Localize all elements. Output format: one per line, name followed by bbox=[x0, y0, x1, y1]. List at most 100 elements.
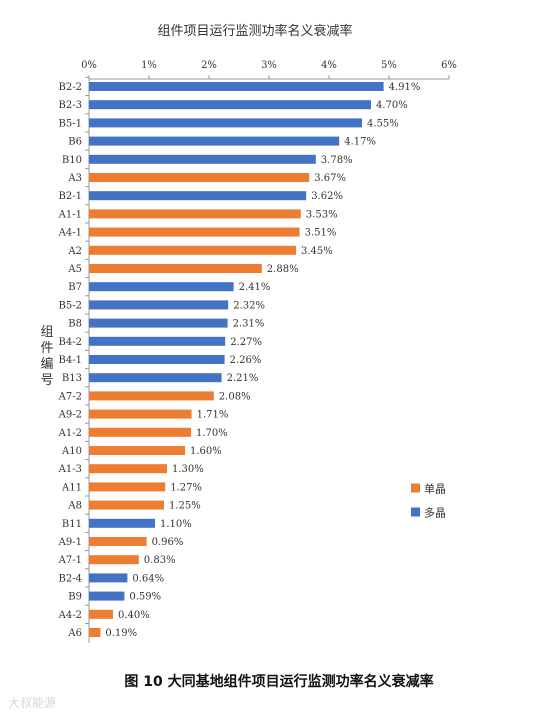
value-label: 2.26% bbox=[230, 355, 262, 366]
value-label: 4.91% bbox=[389, 82, 421, 93]
category-label: A10 bbox=[61, 446, 82, 457]
value-label: 1.70% bbox=[196, 428, 228, 439]
x-tick-label: 1% bbox=[141, 60, 157, 71]
bar-B11 bbox=[89, 518, 155, 528]
x-tick-label: 2% bbox=[201, 60, 217, 71]
bar-A11 bbox=[89, 482, 166, 492]
value-label: 0.96% bbox=[152, 537, 184, 548]
y-axis-label-char: 组 bbox=[40, 325, 53, 340]
value-label: 0.83% bbox=[144, 555, 176, 566]
category-label: B8 bbox=[68, 319, 82, 330]
category-label: B2-2 bbox=[59, 82, 82, 93]
value-label: 0.19% bbox=[105, 628, 137, 639]
value-label: 3.53% bbox=[306, 209, 338, 220]
category-label: A5 bbox=[67, 264, 82, 275]
bar-B7 bbox=[89, 282, 234, 292]
category-label: B4-1 bbox=[59, 355, 82, 366]
x-tick-label: 6% bbox=[441, 60, 457, 71]
bar-A9-2 bbox=[89, 409, 192, 419]
legend-swatch bbox=[411, 483, 420, 493]
bar-B2-3 bbox=[89, 100, 371, 110]
category-label: B10 bbox=[62, 155, 82, 166]
bar-A2 bbox=[89, 245, 296, 255]
bar-B2-2 bbox=[89, 82, 384, 91]
y-axis-label-char: 号 bbox=[40, 373, 53, 388]
category-label: A6 bbox=[67, 628, 82, 639]
value-label: 2.21% bbox=[227, 373, 259, 384]
figure-caption: 图 10 大同基地组件项目运行监测功率名义衰减率 bbox=[124, 674, 434, 690]
bar-A1-1 bbox=[89, 209, 301, 219]
category-label: B11 bbox=[62, 519, 82, 530]
category-label: A11 bbox=[61, 482, 82, 493]
value-label: 2.31% bbox=[233, 319, 265, 330]
x-tick-label: 0% bbox=[81, 60, 97, 71]
value-label: 1.25% bbox=[169, 501, 201, 512]
value-label: 2.27% bbox=[230, 337, 262, 348]
bar-B5-2 bbox=[89, 300, 229, 310]
value-label: 4.70% bbox=[376, 100, 408, 111]
category-label: B4-2 bbox=[59, 337, 82, 348]
bar-B8 bbox=[89, 318, 228, 328]
category-label: B7 bbox=[68, 282, 82, 293]
chart-title: 组件项目运行监测功率名义衰减率 bbox=[157, 23, 352, 39]
category-label: B2-1 bbox=[59, 191, 82, 202]
bar-A3 bbox=[89, 173, 310, 182]
category-label: A3 bbox=[67, 173, 82, 184]
category-label: B2-4 bbox=[59, 573, 82, 584]
category-label: A7-2 bbox=[58, 391, 82, 402]
bar-B2-1 bbox=[89, 191, 307, 201]
bar-B13 bbox=[89, 373, 222, 383]
category-label: A7-1 bbox=[58, 555, 82, 566]
value-label: 2.41% bbox=[239, 282, 271, 293]
y-axis-label-char: 编 bbox=[40, 357, 53, 372]
category-label: A8 bbox=[67, 501, 82, 512]
x-tick-label: 4% bbox=[321, 60, 337, 71]
bar-B9 bbox=[89, 591, 125, 601]
bar-A4-2 bbox=[89, 609, 113, 619]
bar-B2-4 bbox=[89, 573, 128, 583]
legend-swatch bbox=[411, 507, 420, 517]
category-label: A1-2 bbox=[58, 428, 82, 439]
category-label: B5-1 bbox=[59, 118, 82, 129]
category-label: A4-2 bbox=[58, 610, 82, 621]
x-tick-label: 5% bbox=[381, 60, 397, 71]
value-label: 0.64% bbox=[132, 573, 164, 584]
value-label: 4.55% bbox=[367, 118, 399, 129]
value-label: 3.67% bbox=[314, 173, 346, 184]
value-label: 1.10% bbox=[160, 519, 192, 530]
value-label: 1.30% bbox=[172, 464, 204, 475]
category-label: A4-1 bbox=[58, 228, 82, 239]
bar-A1-2 bbox=[89, 427, 191, 437]
value-label: 2.88% bbox=[267, 264, 299, 275]
value-label: 2.32% bbox=[233, 300, 265, 311]
value-label: 3.51% bbox=[305, 228, 337, 239]
value-label: 1.60% bbox=[190, 446, 222, 457]
bar-B4-2 bbox=[89, 336, 226, 346]
value-label: 1.27% bbox=[170, 482, 202, 493]
category-label: B2-3 bbox=[59, 100, 82, 111]
chart-area: 组件项目运行监测功率名义衰减率 组件编号 0% 1% 2% 3% 4% 5% 6% B2-2… bbox=[40, 23, 457, 643]
watermark: 大叔能源 bbox=[8, 696, 57, 710]
legend-label: 单晶 bbox=[424, 483, 446, 496]
bar-A8 bbox=[89, 500, 164, 510]
category-label: A9-1 bbox=[58, 537, 82, 548]
bar-A7-2 bbox=[89, 391, 214, 401]
value-label: 3.45% bbox=[301, 246, 333, 257]
bar-B5-1 bbox=[89, 118, 362, 128]
value-label: 3.78% bbox=[321, 155, 353, 166]
bar-A7-1 bbox=[89, 555, 139, 565]
bar-B4-1 bbox=[89, 355, 225, 364]
value-label: 4.17% bbox=[344, 137, 376, 148]
value-label: 1.71% bbox=[197, 410, 229, 421]
category-label: A1-3 bbox=[58, 464, 82, 475]
category-label: A9-2 bbox=[58, 410, 82, 421]
value-label: 0.59% bbox=[129, 592, 161, 603]
bar-A6 bbox=[89, 628, 101, 637]
bar-A9-1 bbox=[89, 537, 147, 546]
legend-label: 多晶 bbox=[424, 506, 446, 520]
value-label: 0.40% bbox=[118, 610, 150, 621]
category-label: B9 bbox=[68, 592, 82, 603]
value-label: 2.08% bbox=[219, 391, 251, 402]
